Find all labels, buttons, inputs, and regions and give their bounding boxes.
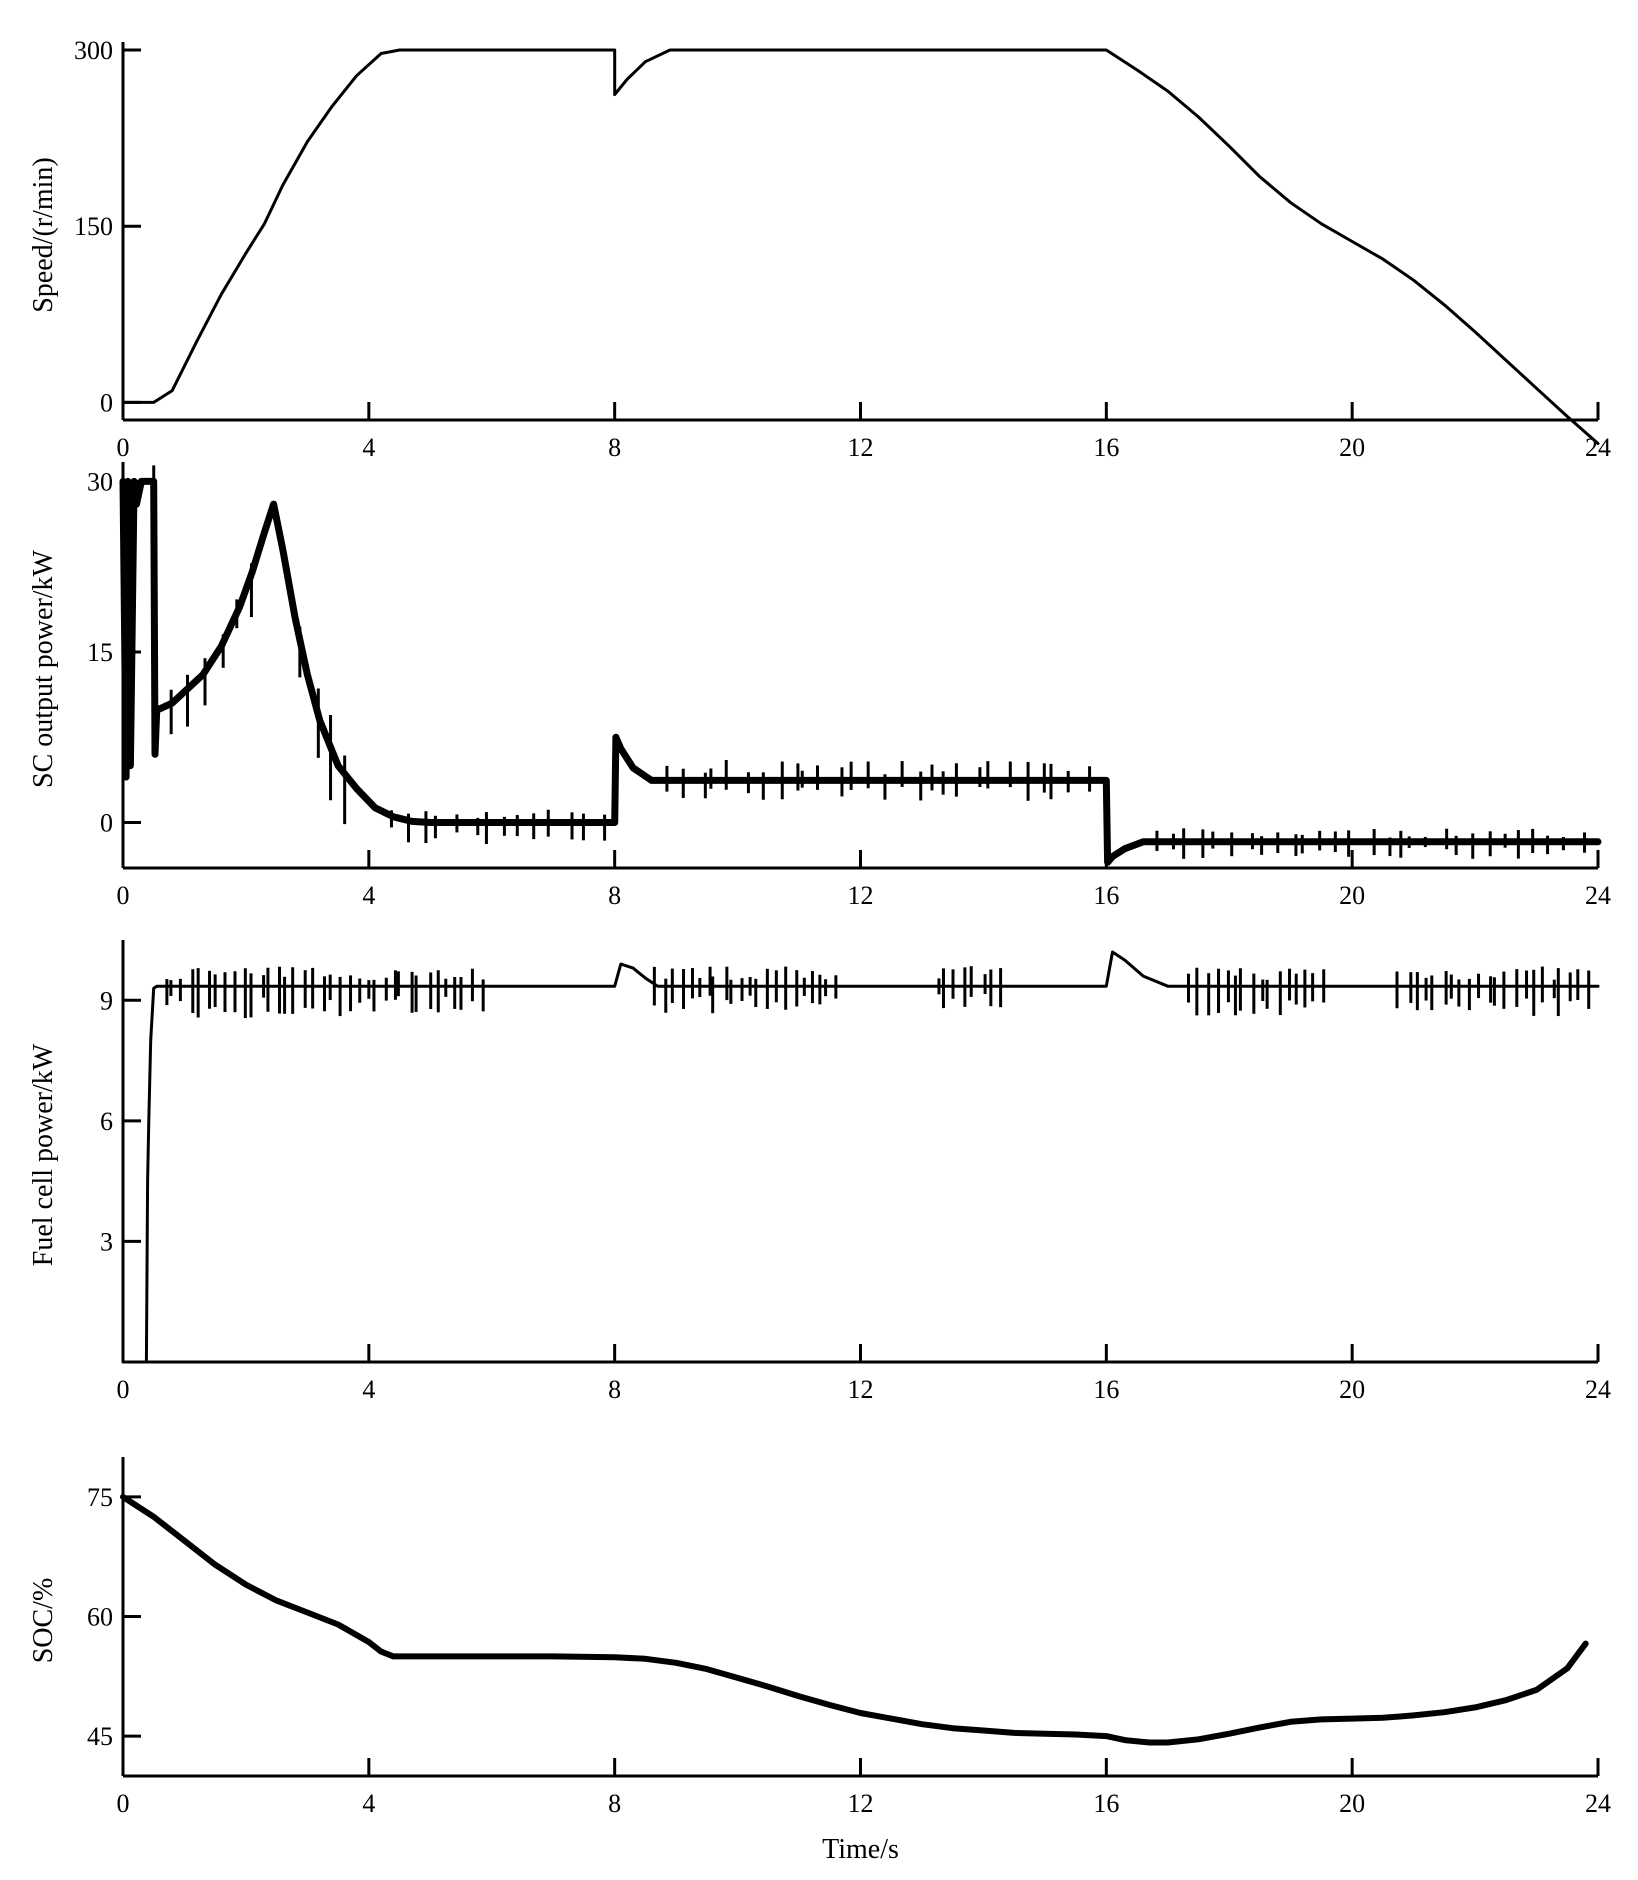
x-tick-label: 16 xyxy=(1093,1789,1119,1818)
x-tick-label: 16 xyxy=(1093,881,1119,910)
y-tick-label: 3 xyxy=(100,1227,113,1256)
y-axis-title: Speed/(r/min) xyxy=(28,157,59,313)
x-tick-label: 4 xyxy=(362,433,375,462)
y-axis-title: Fuel cell power/kW xyxy=(28,1043,59,1266)
x-tick-label: 8 xyxy=(608,881,621,910)
x-tick-label: 4 xyxy=(362,1789,375,1818)
x-tick-label: 24 xyxy=(1585,1789,1611,1818)
series-line xyxy=(120,1493,1589,1746)
y-tick-label: 300 xyxy=(74,36,113,65)
y-tick-label: 15 xyxy=(87,638,113,667)
x-tick-label: 0 xyxy=(117,881,130,910)
y-tick-label: 6 xyxy=(100,1107,113,1136)
x-tick-label: 24 xyxy=(1585,881,1611,910)
y-tick-label: 30 xyxy=(87,467,113,496)
series-line xyxy=(121,48,1600,445)
x-tick-label: 12 xyxy=(848,881,874,910)
x-tick-label: 12 xyxy=(848,1789,874,1818)
y-axis-title: SOC/% xyxy=(28,1578,59,1664)
x-tick-label: 12 xyxy=(848,433,874,462)
y-tick-label: 9 xyxy=(100,986,113,1015)
x-tick-label: 4 xyxy=(362,1375,375,1404)
y-tick-label: 75 xyxy=(87,1483,113,1512)
series-line xyxy=(119,477,1602,866)
x-tick-label: 8 xyxy=(608,1789,621,1818)
soc-panel: 0 4 8 12 16 20 24 45 60 75 SOC/% Time/s xyxy=(28,1457,1611,1865)
y-tick-label: 0 xyxy=(100,809,113,838)
sc-power-panel: 0 4 8 12 16 20 24 0 15 30 SC output power/kW xyxy=(28,462,1611,910)
fuel-cell-power-panel: 0 4 8 12 16 20 24 3 6 9 Fuel cell power/kW xyxy=(28,940,1611,1404)
x-tick-label: 20 xyxy=(1339,1789,1365,1818)
x-tick-label: 8 xyxy=(608,1375,621,1404)
y-tick-label: 60 xyxy=(87,1603,113,1632)
y-tick-label: 45 xyxy=(87,1722,113,1751)
series-spikes xyxy=(165,966,1591,1019)
series-line xyxy=(121,950,1600,1364)
y-tick-label: 150 xyxy=(74,212,113,241)
x-tick-label: 20 xyxy=(1339,881,1365,910)
x-tick-label: 0 xyxy=(117,1789,130,1818)
y-axis-title: SC output power/kW xyxy=(28,549,59,788)
x-tick-label: 16 xyxy=(1093,1375,1119,1404)
x-axis-title: Time/s xyxy=(822,1834,899,1865)
y-tick-label: 0 xyxy=(100,388,113,417)
x-tick-label: 4 xyxy=(362,881,375,910)
x-tick-label: 0 xyxy=(117,1375,130,1404)
x-tick-label: 0 xyxy=(117,433,130,462)
x-tick-label: 16 xyxy=(1093,433,1119,462)
x-tick-label: 20 xyxy=(1339,1375,1365,1404)
series-spikes xyxy=(152,465,1586,859)
x-tick-label: 20 xyxy=(1339,433,1365,462)
x-tick-label: 12 xyxy=(848,1375,874,1404)
x-tick-label: 24 xyxy=(1585,1375,1611,1404)
x-tick-label: 8 xyxy=(608,433,621,462)
